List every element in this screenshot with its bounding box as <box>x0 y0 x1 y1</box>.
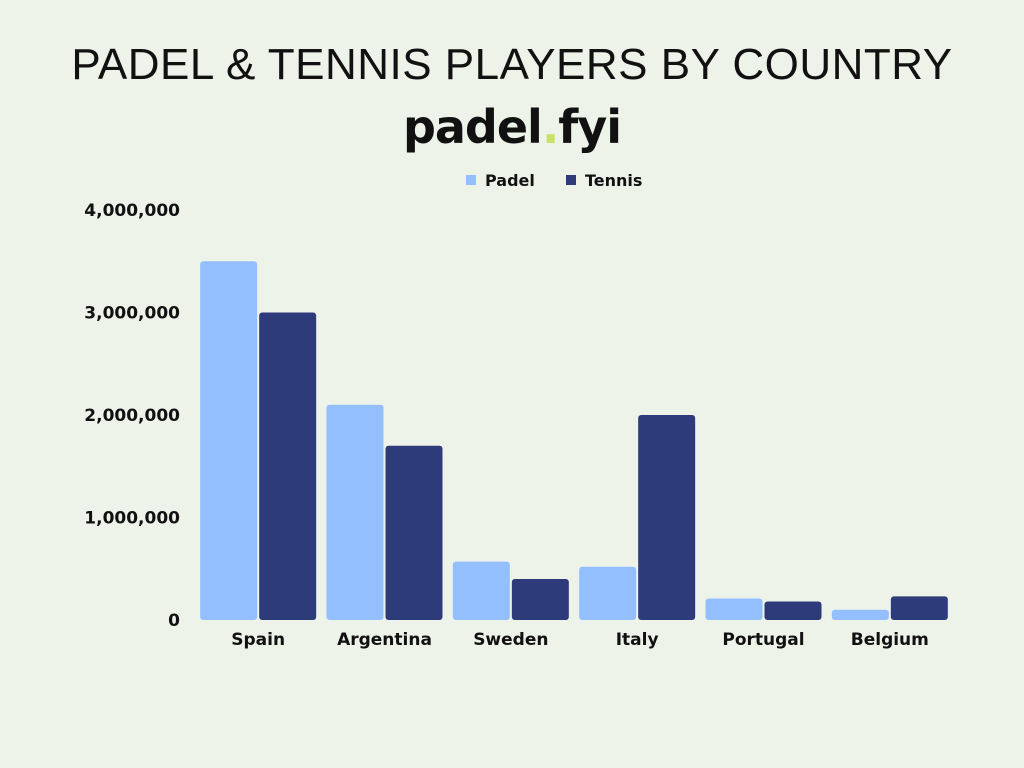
x-tick-label: Portugal <box>722 630 804 650</box>
x-tick-label: Spain <box>231 630 285 650</box>
bar-tennis-belgium <box>890 596 948 620</box>
y-tick-label: 0 <box>168 611 180 631</box>
bar-tennis-portugal <box>764 601 822 620</box>
bar-padel-argentina <box>326 404 384 620</box>
logo-text-before-dot: padel <box>402 100 543 154</box>
brand-logo: padel.fyi <box>0 100 1024 154</box>
bar-padel-spain <box>200 261 258 620</box>
y-tick-label: 3,000,000 <box>84 304 180 324</box>
bar-padel-portugal <box>705 598 763 620</box>
legend-label-padel: Padel <box>485 171 535 190</box>
x-axis: Spain Argentina Sweden Italy Portugal Belgium <box>231 630 929 650</box>
x-tick-label: Argentina <box>337 630 432 650</box>
chart-title: PADEL & TENNIS PLAYERS BY COUNTRY <box>71 40 953 89</box>
bar-tennis-sweden <box>511 579 569 620</box>
bar-tennis-italy <box>638 415 696 620</box>
legend-swatch-padel <box>466 175 476 185</box>
bar-padel-belgium <box>831 609 889 620</box>
x-tick-label: Belgium <box>851 630 929 650</box>
y-tick-label: 2,000,000 <box>84 406 180 426</box>
bar-padel-italy <box>579 566 637 620</box>
y-tick-label: 1,000,000 <box>84 509 180 529</box>
bar-tennis-argentina <box>385 445 443 620</box>
y-axis: 0 1,000,000 2,000,000 3,000,000 4,000,000 <box>84 201 180 631</box>
logo-text-after-dot: fyi <box>558 100 622 154</box>
bar-group <box>200 261 948 620</box>
y-tick-label: 4,000,000 <box>84 201 180 221</box>
legend-swatch-tennis <box>566 175 576 185</box>
legend-label-tennis: Tennis <box>585 171 642 190</box>
x-tick-label: Italy <box>616 630 659 650</box>
bar-padel-sweden <box>452 561 510 620</box>
logo-dot: . <box>541 100 560 154</box>
x-tick-label: Sweden <box>473 630 548 650</box>
chart-legend: Padel Tennis <box>466 171 642 190</box>
bar-tennis-spain <box>259 312 317 620</box>
